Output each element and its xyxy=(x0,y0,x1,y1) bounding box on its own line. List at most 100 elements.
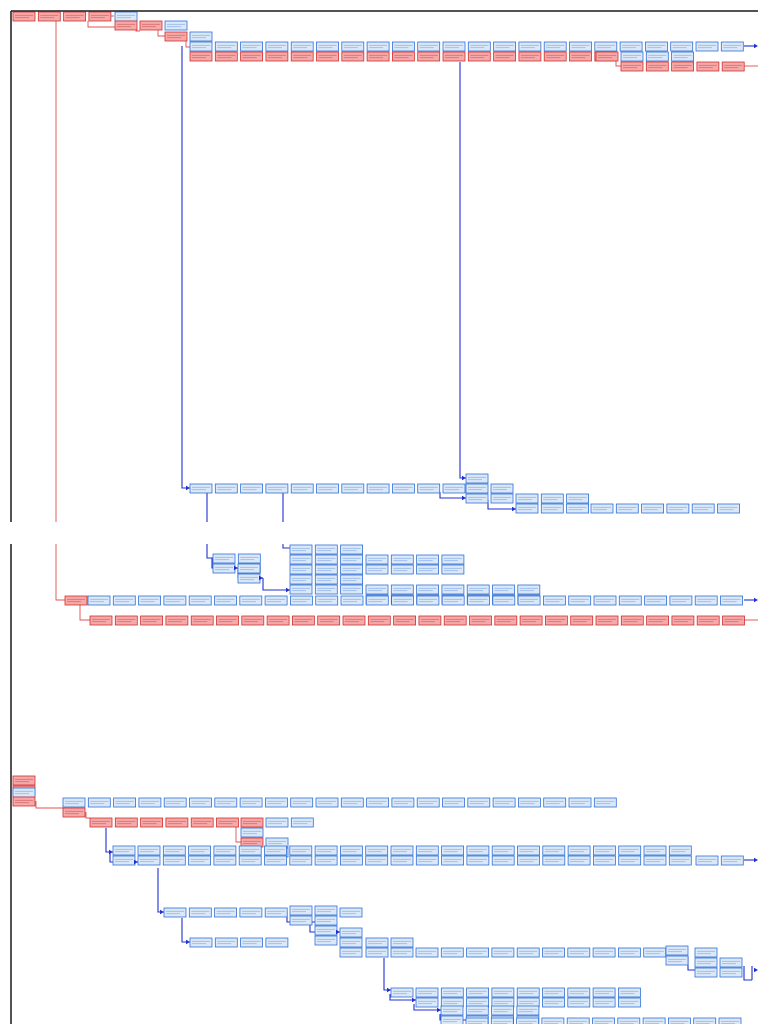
task-box-146[interactable] xyxy=(467,595,490,606)
task-box-76[interactable] xyxy=(540,493,564,504)
task-box-24[interactable] xyxy=(518,41,542,52)
task-box-134[interactable] xyxy=(163,595,187,606)
task-box-80[interactable] xyxy=(566,503,589,514)
critical-task-box-35[interactable] xyxy=(240,51,264,62)
task-box-329[interactable] xyxy=(618,997,641,1008)
critical-task-box-215[interactable] xyxy=(216,817,239,828)
task-box-320[interactable] xyxy=(618,987,641,998)
task-box-246[interactable] xyxy=(668,845,692,856)
task-box-266[interactable] xyxy=(618,855,642,866)
critical-task-box-169[interactable] xyxy=(393,615,417,626)
task-box-111[interactable] xyxy=(441,554,465,565)
task-box-26[interactable] xyxy=(569,41,592,52)
critical-task-box-157[interactable] xyxy=(89,615,113,626)
task-box-112[interactable] xyxy=(365,564,389,575)
task-box-301[interactable] xyxy=(592,947,616,958)
task-box-147[interactable] xyxy=(492,595,516,606)
task-box-244[interactable] xyxy=(618,845,642,856)
task-box-110[interactable] xyxy=(416,554,440,565)
task-box-303[interactable] xyxy=(643,947,667,958)
task-box-204[interactable] xyxy=(492,797,516,808)
critical-task-box-161[interactable] xyxy=(190,615,214,626)
critical-task-box-181[interactable] xyxy=(696,615,720,626)
task-box-31[interactable] xyxy=(695,41,719,52)
task-box-260[interactable] xyxy=(466,855,490,866)
task-box-143[interactable] xyxy=(391,595,415,606)
critical-task-box-213[interactable] xyxy=(165,817,189,828)
critical-task-box-170[interactable] xyxy=(418,615,442,626)
critical-task-box-47[interactable] xyxy=(543,51,567,62)
task-box-238[interactable] xyxy=(466,845,490,856)
critical-task-box-175[interactable] xyxy=(545,615,568,626)
task-box-283[interactable] xyxy=(339,927,363,938)
task-box-270[interactable] xyxy=(720,855,744,866)
task-box-195[interactable] xyxy=(264,797,288,808)
task-box-328[interactable] xyxy=(592,997,616,1008)
task-box-116[interactable] xyxy=(365,584,389,595)
task-box-208[interactable] xyxy=(593,797,617,808)
critical-task-box-39[interactable] xyxy=(341,51,365,62)
task-box-291[interactable] xyxy=(214,937,238,948)
task-box-30[interactable] xyxy=(670,41,694,52)
task-box-311[interactable] xyxy=(390,987,414,998)
task-box-104[interactable] xyxy=(340,574,364,585)
critical-task-box-171[interactable] xyxy=(443,615,467,626)
task-box-139[interactable] xyxy=(289,595,313,606)
task-box-315[interactable] xyxy=(491,987,515,998)
task-box-192[interactable] xyxy=(189,797,212,808)
task-box-286[interactable] xyxy=(365,937,389,948)
task-box-314[interactable] xyxy=(466,987,490,998)
task-box-190[interactable] xyxy=(138,797,162,808)
task-box-155[interactable] xyxy=(694,595,718,606)
task-box-67[interactable] xyxy=(391,483,415,494)
critical-task-box-165[interactable] xyxy=(291,615,315,626)
task-box-131[interactable] xyxy=(87,595,111,606)
task-box-261[interactable] xyxy=(491,855,515,866)
task-box-241[interactable] xyxy=(542,845,566,856)
task-box-15[interactable] xyxy=(290,41,314,52)
task-box-293[interactable] xyxy=(265,937,289,948)
task-box-98[interactable] xyxy=(340,554,364,565)
task-box-77[interactable] xyxy=(566,493,589,504)
task-box-288[interactable] xyxy=(390,937,414,948)
task-box-280[interactable] xyxy=(314,925,338,936)
task-box-74[interactable] xyxy=(490,493,514,504)
task-box-103[interactable] xyxy=(314,574,338,585)
task-box-267[interactable] xyxy=(643,855,667,866)
task-box-59[interactable] xyxy=(189,483,213,494)
task-box-66[interactable] xyxy=(366,483,390,494)
task-box-249[interactable] xyxy=(188,855,212,866)
task-box-141[interactable] xyxy=(340,595,364,606)
task-box-69[interactable] xyxy=(442,483,466,494)
critical-task-box-166[interactable] xyxy=(317,615,341,626)
critical-task-box-183[interactable] xyxy=(12,775,36,786)
task-box-60[interactable] xyxy=(214,483,238,494)
task-box-120[interactable] xyxy=(466,584,490,595)
task-box-199[interactable] xyxy=(366,797,390,808)
task-box-296[interactable] xyxy=(466,947,490,958)
task-box-145[interactable] xyxy=(441,595,465,606)
task-box-331[interactable] xyxy=(465,1005,489,1016)
task-box-254[interactable] xyxy=(314,855,338,866)
critical-task-box-46[interactable] xyxy=(518,51,542,62)
task-box-196[interactable] xyxy=(290,797,314,808)
task-box-135[interactable] xyxy=(188,595,212,606)
task-box-262[interactable] xyxy=(517,855,540,866)
task-box-97[interactable] xyxy=(314,554,338,565)
task-box-29[interactable] xyxy=(645,41,668,52)
critical-task-box-6[interactable] xyxy=(114,20,138,31)
task-box-250[interactable] xyxy=(213,855,237,866)
task-box-57[interactable] xyxy=(645,51,669,62)
critical-task-box-211[interactable] xyxy=(114,817,138,828)
critical-task-box-38[interactable] xyxy=(316,51,339,62)
critical-task-box-158[interactable] xyxy=(114,615,138,626)
task-box-118[interactable] xyxy=(416,584,440,595)
task-box-302[interactable] xyxy=(618,947,641,958)
task-box-200[interactable] xyxy=(391,797,415,808)
task-box-343[interactable] xyxy=(592,1017,615,1024)
task-box-338[interactable] xyxy=(465,1017,489,1024)
task-box-252[interactable] xyxy=(264,855,287,866)
task-box-334[interactable] xyxy=(440,1015,464,1024)
task-box-56[interactable] xyxy=(620,51,644,62)
task-box-70[interactable] xyxy=(465,473,489,484)
